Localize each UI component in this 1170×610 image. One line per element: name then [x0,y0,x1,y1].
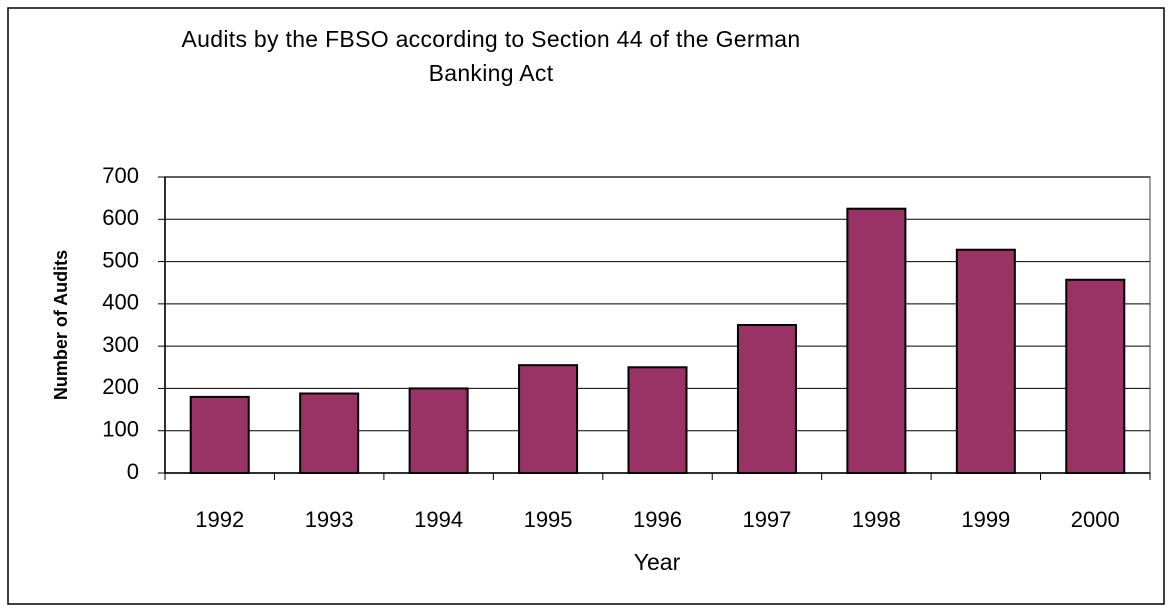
x-tick-label: 1997 [742,507,791,532]
x-axis-label: Year [634,549,681,575]
chart-title: Audits by the FBSO according to Section … [181,26,801,86]
y-tick-label: 600 [102,205,139,230]
bar [627,366,688,474]
bar [736,324,797,474]
y-tick-label: 200 [102,374,139,399]
y-axis-label: Number of Audits [51,250,71,400]
y-tick-label: 700 [102,163,139,188]
y-tick-label: 500 [102,247,139,272]
x-tick-label: 2000 [1071,507,1120,532]
y-tick-label: 400 [102,290,139,315]
bar [518,364,579,474]
y-tick-label: 300 [102,332,139,357]
x-tick-label: 1995 [524,507,573,532]
bar [1065,278,1126,474]
bar [408,387,469,474]
x-tick-label: 1998 [852,507,901,532]
bar [189,395,250,474]
x-tick-label: 1999 [961,507,1010,532]
x-tick-label: 1994 [414,507,463,532]
x-tick-label: 1992 [195,507,244,532]
y-tick-label: 0 [127,459,139,484]
x-tick-label: 1993 [305,507,354,532]
bar [846,207,907,474]
bar [955,248,1016,474]
y-tick-label: 100 [102,417,139,442]
x-tick-label: 1996 [633,507,682,532]
bar [299,392,360,475]
